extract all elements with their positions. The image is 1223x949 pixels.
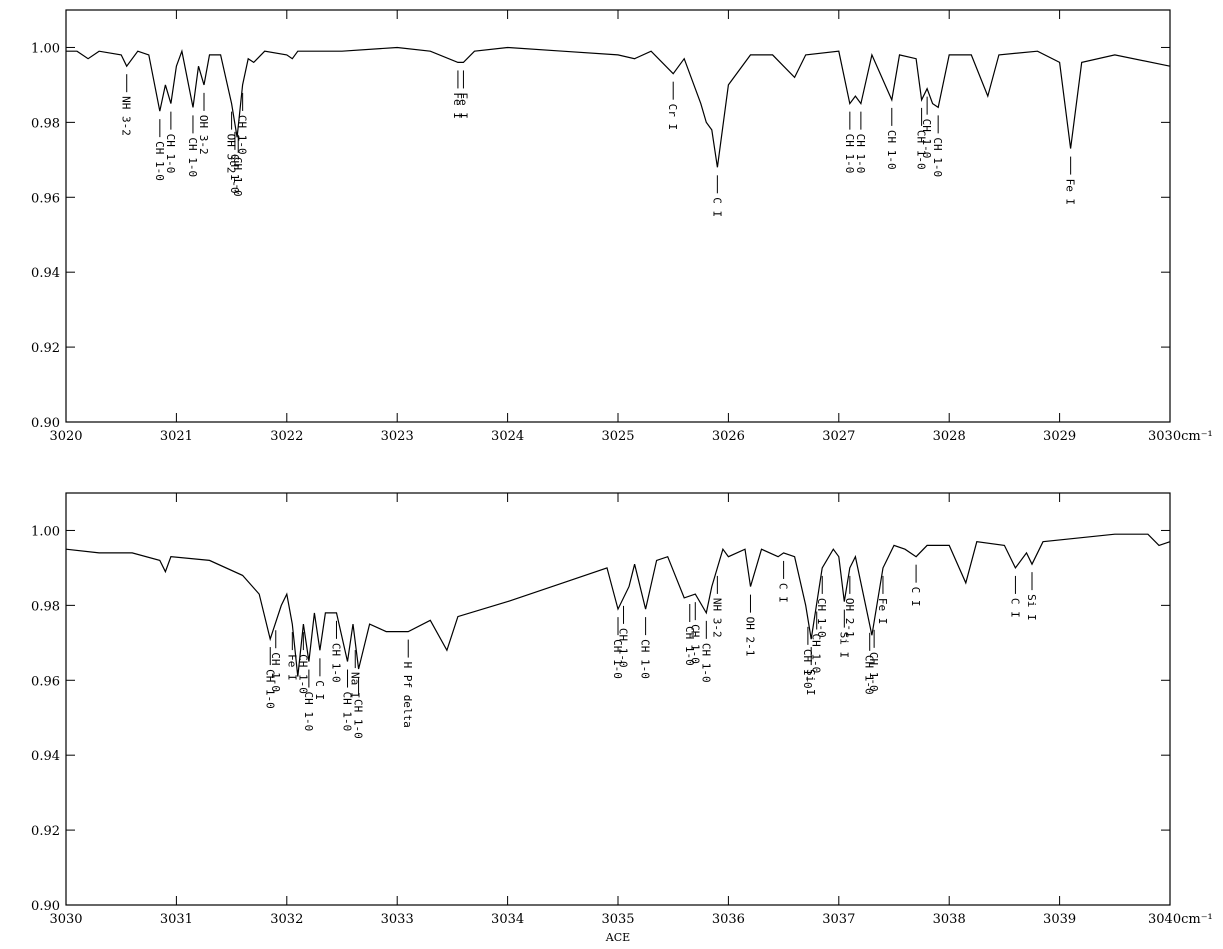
line-id-label: H Pf delta: [401, 662, 414, 728]
x-tick-label: 3035: [601, 912, 634, 927]
line-id-label: CH 1-0: [164, 134, 177, 174]
x-tick-label: 3030: [49, 912, 82, 927]
x-tick-label: 3022: [270, 429, 303, 444]
line-id-label: C I: [1008, 598, 1021, 618]
y-tick-label: 0.94: [31, 266, 60, 281]
y-tick-label: 0.92: [31, 824, 60, 839]
x-tick-label: 3030cm⁻¹: [1148, 429, 1213, 444]
y-tick-label: 0.98: [31, 599, 60, 614]
spectrum-line: [65, 533, 1171, 677]
line-id-label: Cr I: [666, 104, 679, 131]
y-tick-label: 0.92: [31, 341, 60, 356]
line-id-label: CH 1-0: [931, 137, 944, 177]
line-id-label: CH 1-0: [801, 649, 814, 689]
y-tick-label: 0.94: [31, 749, 60, 764]
line-id-label: CH 1-0: [699, 643, 712, 683]
y-tick-label: 1.00: [31, 524, 60, 539]
x-tick-label: 3040cm⁻¹: [1148, 912, 1213, 927]
line-id-label: Na I: [348, 672, 361, 699]
line-id-label: CH 1-0: [815, 598, 828, 638]
x-tick-label: 3036: [712, 912, 745, 927]
line-id-label: CH 1-0: [269, 652, 282, 692]
line-id-label: CH 1-0: [683, 626, 696, 666]
line-id-label: NH 3-2: [120, 96, 133, 136]
line-id-label: Fe I: [285, 654, 298, 681]
x-tick-label: 3028: [933, 429, 966, 444]
line-id-label: OH 2-1: [743, 617, 756, 657]
line-id-label: Si I: [837, 632, 850, 659]
line-id-label: CH 1-0: [885, 130, 898, 170]
line-id-label: Si I: [804, 669, 817, 696]
line-id-label: CH 1-0: [854, 134, 867, 174]
line-id-label: CH 1-0: [688, 624, 701, 664]
x-tick-label: 3029: [1043, 429, 1076, 444]
line-id-label: C I: [909, 587, 922, 607]
line-id-label: Si I: [1025, 594, 1038, 621]
x-tick-label: 3031: [160, 912, 193, 927]
line-id-label: CH 1-0: [329, 643, 342, 683]
line-id-label: NH 3-2: [710, 598, 723, 638]
spectrum-line: [66, 46, 1171, 168]
line-id-label: CH 1-0: [341, 692, 354, 732]
line-id-label: CH 1-0: [611, 639, 624, 679]
x-tick-label: 3020: [49, 429, 82, 444]
line-id-label: CH 1-0: [153, 141, 166, 181]
x-tick-label: 3023: [381, 429, 414, 444]
line-id-label: CH 1-0: [617, 628, 630, 668]
x-tick-label: 3026: [712, 429, 745, 444]
x-tick-label: 3024: [491, 429, 524, 444]
line-id-label: Fe I: [1064, 179, 1077, 206]
x-tick-label: 3021: [160, 429, 193, 444]
line-id-label: CH 1-0: [296, 654, 309, 694]
line-id-label: OH 3-2: [225, 134, 238, 174]
line-id-label: CH 1-0: [810, 633, 823, 673]
y-tick-label: 0.90: [31, 899, 60, 914]
line-id-label: Fe I: [456, 92, 469, 119]
y-tick-label: 0.96: [31, 674, 60, 689]
line-id-label: CH 1-0: [302, 692, 315, 732]
line-id-label: C I: [313, 680, 326, 700]
x-tick-label: 3033: [381, 912, 414, 927]
plot-frame: [65, 9, 1171, 423]
line-id-label: CH 1-0: [843, 134, 856, 174]
x-tick-label: 3034: [491, 912, 524, 927]
line-id-label: CH 1-0: [352, 699, 365, 739]
line-id-label: CH 1-0: [236, 115, 249, 155]
x-axis-label: ACE: [605, 931, 630, 944]
line-id-label: CH 1-0: [186, 137, 199, 177]
y-tick-label: 0.90: [31, 416, 60, 431]
line-id-label: CH 1-0: [920, 119, 933, 159]
x-tick-label: 3025: [601, 429, 634, 444]
line-id-label: Fe I: [876, 598, 889, 625]
line-id-label: OH 3-2: [197, 115, 210, 155]
plot-frame: [65, 492, 1171, 906]
line-id-label: CH 1-0: [915, 130, 928, 170]
line-id-label: CH 1-0: [231, 157, 244, 197]
line-id-label: CH 1-0: [228, 154, 241, 194]
x-tick-label: 3032: [270, 912, 303, 927]
y-tick-label: 0.96: [31, 191, 60, 206]
x-tick-label: 3037: [822, 912, 855, 927]
line-id-label: CH 1-0: [639, 639, 652, 679]
line-id-label: CH 1-0: [263, 669, 276, 709]
x-tick-label: 3039: [1043, 912, 1076, 927]
y-tick-label: 1.00: [31, 41, 60, 56]
line-id-label: CH 1-0: [863, 655, 876, 695]
line-id-label: C I: [777, 583, 790, 603]
line-id-label: OH 2-1: [843, 598, 856, 638]
x-tick-label: 3027: [822, 429, 855, 444]
line-id-label: C I: [710, 197, 723, 217]
line-id-label: Fe I: [451, 92, 464, 119]
line-id-label: CH 1-0: [867, 652, 880, 692]
x-tick-label: 3038: [933, 912, 966, 927]
y-tick-label: 0.98: [31, 116, 60, 131]
